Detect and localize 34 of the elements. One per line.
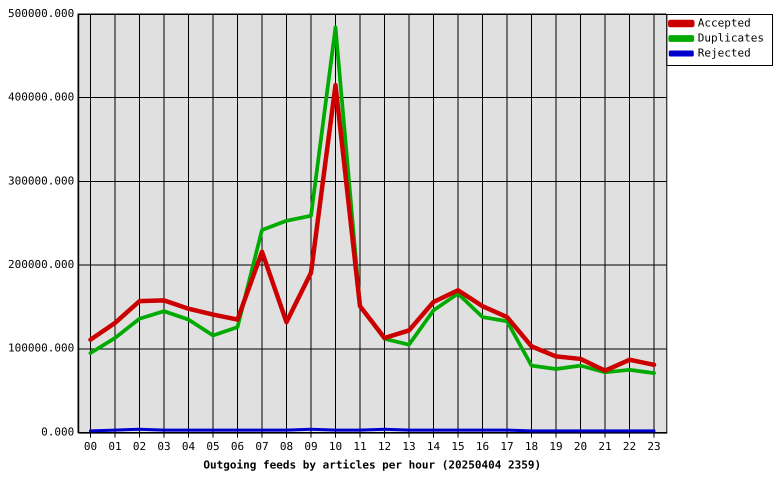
x-tick-label: 23 xyxy=(647,440,661,454)
x-tick-label: 08 xyxy=(280,440,294,454)
y-tick-label: 500000.000 xyxy=(8,6,74,20)
x-tick-label: 21 xyxy=(598,440,612,454)
legend-label: Duplicates xyxy=(698,31,764,44)
y-tick-label: 0.000 xyxy=(41,425,74,438)
x-tick-label: 12 xyxy=(378,440,392,454)
x-tick-label: 10 xyxy=(328,440,342,454)
x-tick-label: 05 xyxy=(206,440,220,454)
x-tick-label: 02 xyxy=(132,440,146,454)
x-tick-label: 04 xyxy=(182,440,196,454)
legend-label: Rejected xyxy=(698,46,751,60)
x-tick-label: 14 xyxy=(426,440,441,454)
x-tick-label: 03 xyxy=(157,440,171,454)
x-axis-title: Outgoing feeds by articles per hour (20250404 2359) xyxy=(203,458,542,472)
y-tick-label: 100000.000 xyxy=(8,342,74,355)
y-tick-label: 200000.000 xyxy=(8,258,74,272)
y-tick-label: 400000.000 xyxy=(8,90,74,104)
x-tick-label: 20 xyxy=(574,440,588,454)
x-tick-label: 22 xyxy=(622,440,636,454)
x-tick-label: 11 xyxy=(353,440,367,454)
x-tick-label: 13 xyxy=(402,440,416,454)
legend-label: Accepted xyxy=(698,16,751,30)
x-tick-label: 19 xyxy=(549,440,563,454)
x-tick-label: 06 xyxy=(230,440,244,454)
x-tick-label: 15 xyxy=(451,440,465,454)
y-tick-label: 300000.000 xyxy=(8,174,74,188)
x-tick-label: 01 xyxy=(108,440,122,454)
x-tick-label: 16 xyxy=(476,440,490,454)
x-tick-label: 00 xyxy=(84,440,98,454)
x-tick-label: 18 xyxy=(524,440,538,454)
x-tick-label: 09 xyxy=(304,440,318,454)
x-tick-label: 07 xyxy=(255,440,269,454)
x-tick-label: 17 xyxy=(500,440,514,454)
